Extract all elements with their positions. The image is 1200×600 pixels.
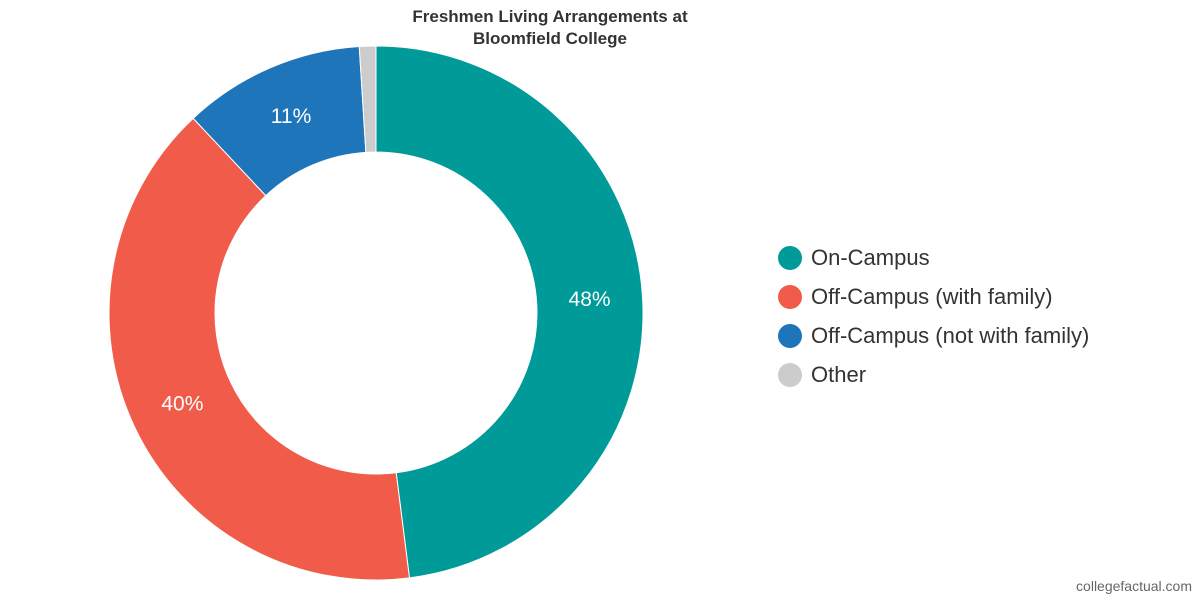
slice-label-off-campus-not-with-family: 11% [271,105,311,128]
legend-swatch-off-campus-with-family [778,284,802,309]
donut-slice-off-campus-with-family[interactable] [108,117,411,581]
legend-label: On-Campus [811,244,930,270]
legend-swatch-off-campus-not-with-family [778,323,802,348]
legend-item-on-campus[interactable]: On-Campus [778,238,1089,277]
site-credit: collegefactual.com [1076,578,1192,594]
legend-item-other[interactable]: Other [778,355,1089,394]
legend-item-off-campus-not-with-family[interactable]: Off-Campus (not with family) [778,316,1089,355]
slice-label-off-campus-with-family: 40% [161,393,203,416]
donut-slices [108,45,644,581]
chart-title: Freshmen Living Arrangements at Bloomfie… [300,6,800,50]
legend-label: Other [811,361,867,387]
chart-title-line-1: Freshmen Living Arrangements at [412,7,688,26]
slice-label-on-campus: 48% [569,288,611,311]
legend-label: Off-Campus (not with family) [811,322,1090,348]
chart-title-line-2: Bloomfield College [473,29,627,48]
chart-legend: On-Campus Off-Campus (with family) Off-C… [778,238,1089,394]
donut-slice-other[interactable] [358,45,377,153]
legend-swatch-other [778,362,802,387]
donut-slice-on-campus[interactable] [375,45,644,579]
donut-slice-labels: 48% 40% 11% [161,105,610,416]
legend-item-off-campus-with-family[interactable]: Off-Campus (with family) [778,277,1089,316]
legend-label: Off-Campus (with family) [811,283,1053,309]
legend-swatch-on-campus [778,245,802,270]
